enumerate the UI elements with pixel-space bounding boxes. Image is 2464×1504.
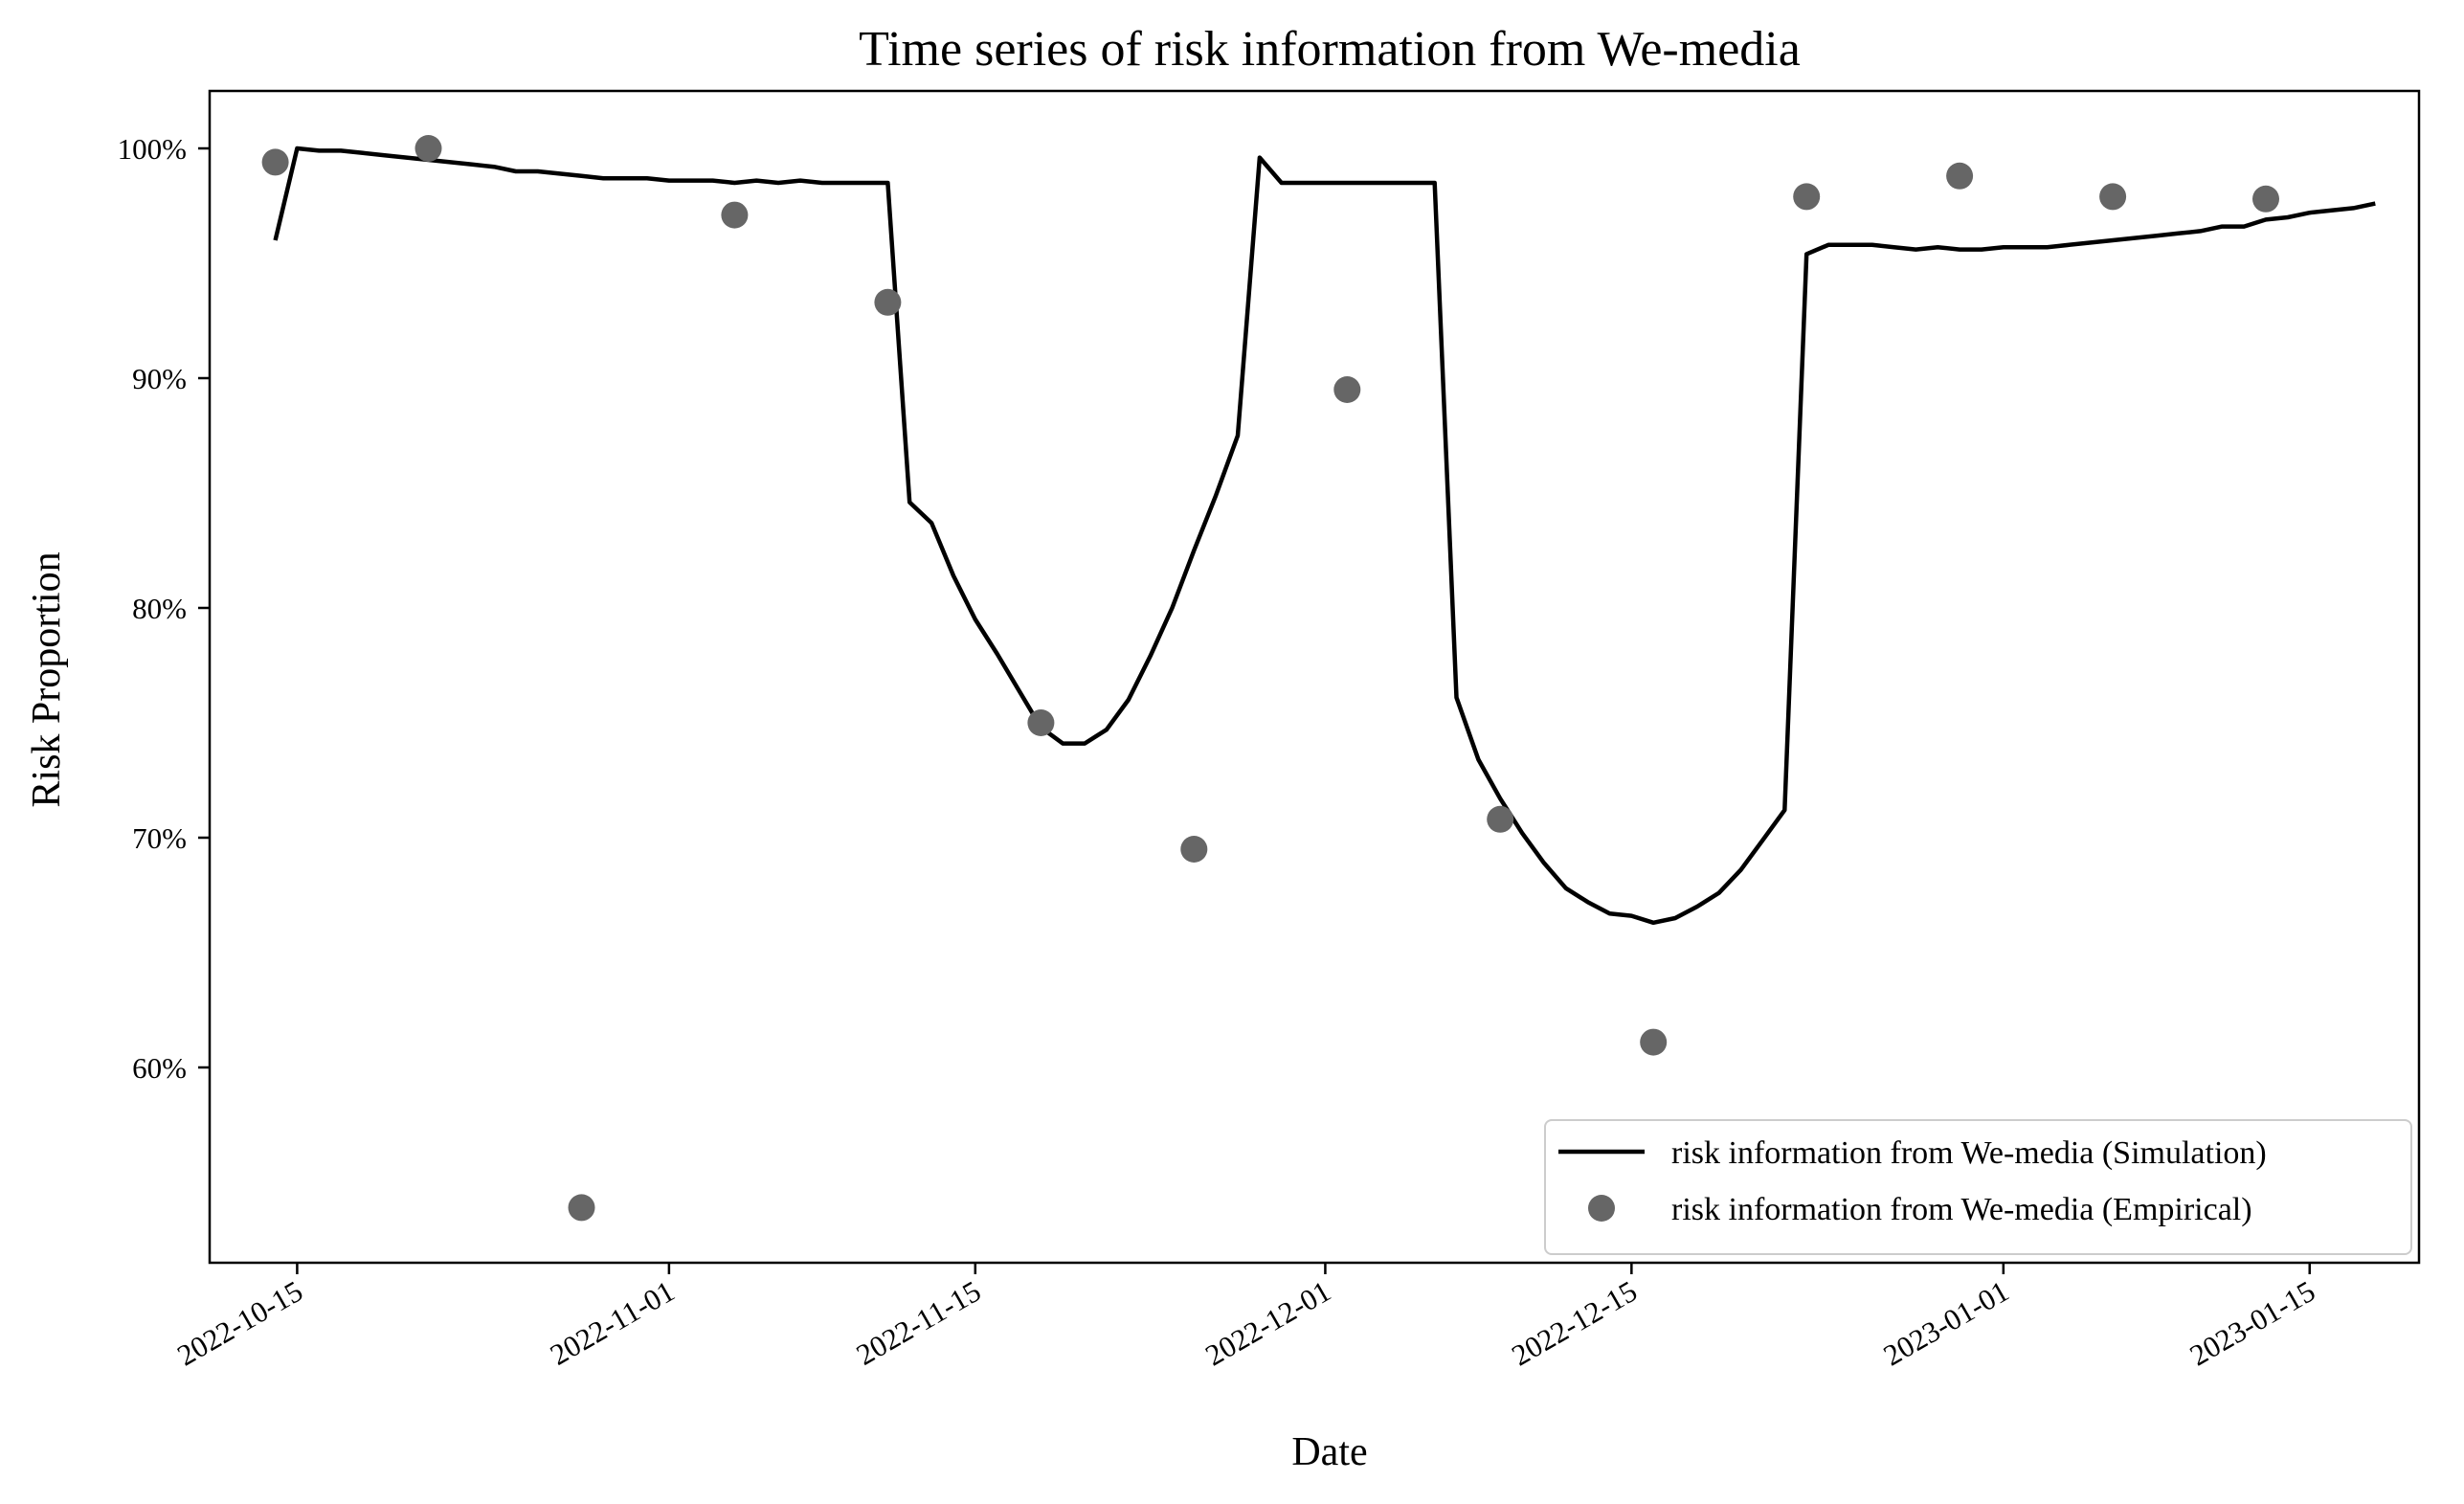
empirical-point xyxy=(414,135,442,162)
empirical-point xyxy=(2099,183,2127,211)
empirical-point xyxy=(1793,183,1821,211)
empirical-point xyxy=(1333,376,1361,403)
plot-area xyxy=(261,135,2376,1222)
y-axis-label: Risk Proportion xyxy=(25,551,69,807)
plot-frame xyxy=(208,89,2421,1265)
empirical-point xyxy=(721,201,749,229)
legend-box xyxy=(1544,1119,2412,1255)
legend-simulation-label: risk information from We-media (Simulati… xyxy=(1671,1135,2267,1171)
empirical-point xyxy=(1027,709,1055,736)
y-tick-label: 60% xyxy=(132,1051,187,1085)
empirical-point xyxy=(2252,185,2279,213)
y-axis-ticks: 60% 70% 80% 90% 100% xyxy=(118,132,210,1085)
x-axis-label: Date xyxy=(1291,1430,1367,1474)
y-tick-label: 70% xyxy=(132,821,187,855)
empirical-point xyxy=(1180,836,1208,863)
empirical-point xyxy=(568,1194,595,1222)
y-tick-label: 90% xyxy=(132,362,187,395)
empirical-point xyxy=(1946,162,1974,190)
legend-empirical-swatch xyxy=(1588,1195,1615,1222)
empirical-points xyxy=(261,135,2279,1222)
empirical-point xyxy=(874,288,902,316)
legend: risk information from We-media (Simulati… xyxy=(1544,1119,2412,1255)
chart-title: Time series of risk information from We-… xyxy=(859,22,1801,77)
empirical-point xyxy=(1487,805,1514,833)
empirical-point xyxy=(261,148,289,176)
legend-empirical-label: risk information from We-media (Empirica… xyxy=(1671,1192,2252,1227)
y-tick-label: 80% xyxy=(132,592,187,625)
simulation-line xyxy=(273,146,2376,926)
y-tick-label: 100% xyxy=(118,132,187,166)
empirical-point xyxy=(1640,1028,1668,1056)
